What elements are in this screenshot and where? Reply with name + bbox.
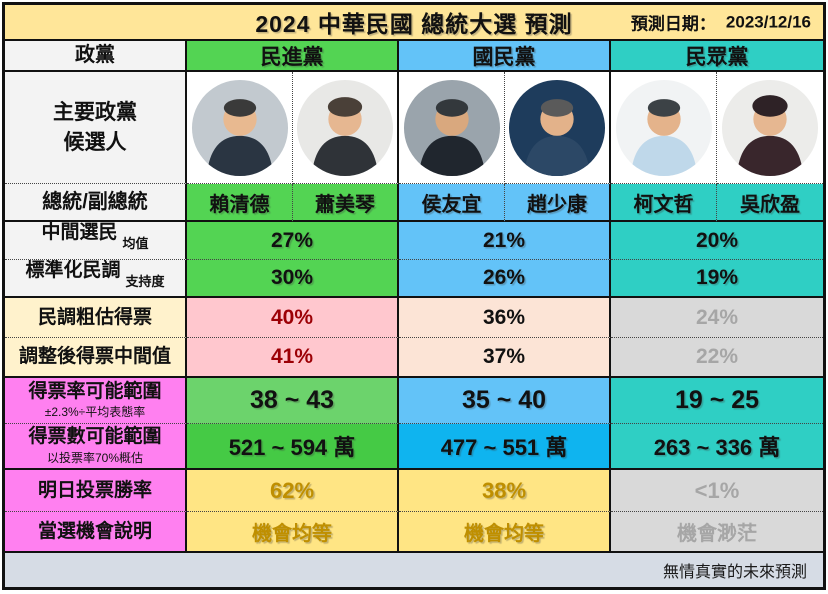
- prediction-date-value: 2023/12/16: [725, 12, 811, 31]
- value-kmt-rough-vote-estimate: 36%: [399, 298, 611, 338]
- value-tpp-win-probability: <1%: [611, 470, 823, 512]
- photo-cell-hsiao-bi-khim: [293, 72, 399, 184]
- avatar-lai-ching-te-icon: [191, 79, 288, 176]
- header-party-label: 政黨: [5, 41, 187, 72]
- value-kmt-median-voter: 21%: [399, 222, 611, 260]
- candidate-name-hsiao-bi-khim: 蕭美琴: [293, 184, 399, 222]
- value-kmt-vote-share-range: 35 ~ 40: [399, 378, 611, 424]
- value-kmt-vote-count-range: 477 ~ 551 萬: [399, 424, 611, 470]
- avatar-ko-wen-je-icon: [615, 79, 712, 176]
- value-dpp-vote-count-range: 521 ~ 594 萬: [187, 424, 399, 470]
- party-header-dpp: 民進黨: [187, 41, 399, 72]
- value-tpp-win-chance-note: 機會渺茫: [611, 512, 823, 553]
- value-tpp-adjusted-vote-median: 22%: [611, 338, 823, 378]
- photo-cell-ko-wen-je: [611, 72, 717, 184]
- value-tpp-rough-vote-estimate: 24%: [611, 298, 823, 338]
- value-dpp-vote-share-range: 38 ~ 43: [187, 378, 399, 424]
- value-kmt-win-chance-note: 機會均等: [399, 512, 611, 553]
- value-tpp-vote-share-range: 19 ~ 25: [611, 378, 823, 424]
- row-label-median-voter: 中間選民 均值: [5, 222, 187, 260]
- value-kmt-win-probability: 38%: [399, 470, 611, 512]
- avatar-hou-yu-ih-icon: [403, 79, 500, 176]
- row-label-vote-count-range: 得票數可能範圍 以投票率70%概估: [5, 424, 187, 470]
- avatar-jaw-shaw-kong-icon: [508, 79, 606, 176]
- value-dpp-median-voter: 27%: [187, 222, 399, 260]
- row-label-win-chance-note: 當選機會說明: [5, 512, 187, 553]
- candidate-name-ko-wen-je: 柯文哲: [611, 184, 717, 222]
- footer-bar: 無情真實的未來預測: [5, 553, 823, 587]
- value-tpp-vote-count-range: 263 ~ 336 萬: [611, 424, 823, 470]
- title-bar: 2024 中華民國 總統大選 預測 預測日期： 2023/12/16: [5, 5, 823, 41]
- value-kmt-adjusted-vote-median: 37%: [399, 338, 611, 378]
- value-kmt-standardized-poll: 26%: [399, 260, 611, 298]
- value-dpp-standardized-poll: 30%: [187, 260, 399, 298]
- value-dpp-win-probability: 62%: [187, 470, 399, 512]
- party-header-kmt: 國民黨: [399, 41, 611, 72]
- row-label-rough-vote-estimate: 民調粗估得票: [5, 298, 187, 338]
- photo-cell-lai-ching-te: [187, 72, 293, 184]
- page-title: 2024 中華民國 總統大選 預測: [255, 11, 573, 37]
- prediction-date-label: 預測日期：: [630, 14, 716, 34]
- candidate-name-hou-yu-ih: 侯友宜: [399, 184, 505, 222]
- candidate-name-lai-ching-te: 賴清德: [187, 184, 293, 222]
- row-label-vote-share-range: 得票率可能範圍 ±2.3%÷平均表態率: [5, 378, 187, 424]
- photo-cell-hou-yu-ih: [399, 72, 505, 184]
- photo-cell-cynthia-wu: [717, 72, 823, 184]
- candidate-name-jaw-shaw-kong: 趙少康: [505, 184, 611, 222]
- value-tpp-standardized-poll: 19%: [611, 260, 823, 298]
- row-label-standardized-poll: 標準化民調 支持度: [5, 260, 187, 298]
- party-header-tpp: 民眾黨: [611, 41, 823, 72]
- ticket-label: 總統/副總統: [5, 184, 187, 222]
- value-dpp-win-chance-note: 機會均等: [187, 512, 399, 553]
- photo-cell-jaw-shaw-kong: [505, 72, 611, 184]
- candidates-section-label: 主要政黨 候選人: [5, 72, 187, 184]
- avatar-cynthia-wu-icon: [721, 79, 819, 176]
- row-label-adjusted-vote-median: 調整後得票中間值: [5, 338, 187, 378]
- prediction-date: 預測日期： 2023/12/16: [631, 10, 811, 35]
- footer-note: 無情真實的未來預測: [662, 564, 807, 581]
- avatar-hsiao-bi-khim-icon: [296, 79, 394, 176]
- row-label-win-probability: 明日投票勝率: [5, 470, 187, 512]
- candidate-name-cynthia-wu: 吳欣盈: [717, 184, 823, 222]
- value-tpp-median-voter: 20%: [611, 222, 823, 260]
- value-dpp-adjusted-vote-median: 41%: [187, 338, 399, 378]
- value-dpp-rough-vote-estimate: 40%: [187, 298, 399, 338]
